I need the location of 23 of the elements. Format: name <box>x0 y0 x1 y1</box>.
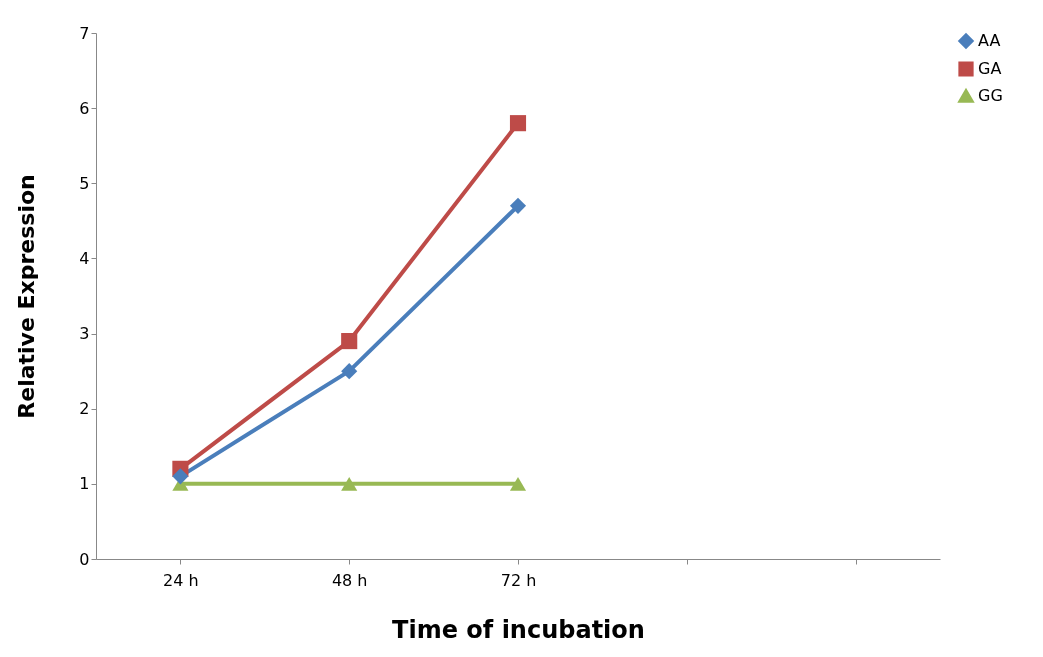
x-tick-label: 24 h <box>163 570 199 590</box>
y-tick-label: 7 <box>79 23 90 43</box>
legend-label: GG <box>978 86 1003 105</box>
y-axis-title: Relative Expression <box>14 174 40 419</box>
x-tick-label: 72 h <box>500 570 537 590</box>
x-axis-title: Time of incubation <box>392 615 645 644</box>
y-tick-label: 1 <box>79 474 90 494</box>
y-tick-label: 3 <box>79 324 90 344</box>
x-tick-label: 48 h <box>331 570 368 590</box>
point <box>509 476 527 491</box>
y-tick-label: 5 <box>79 173 90 193</box>
point <box>509 197 527 214</box>
y-tick-label: 2 <box>79 399 90 419</box>
point <box>341 363 358 380</box>
point <box>341 476 358 491</box>
legend-label: AA <box>978 31 1001 50</box>
y-tick-label: 6 <box>79 98 90 118</box>
point <box>509 115 527 132</box>
point <box>172 468 189 485</box>
y-tick-label: 0 <box>79 549 90 569</box>
point <box>341 333 358 350</box>
legend-label: GA <box>978 59 1002 78</box>
y-tick-label: 4 <box>79 248 90 268</box>
